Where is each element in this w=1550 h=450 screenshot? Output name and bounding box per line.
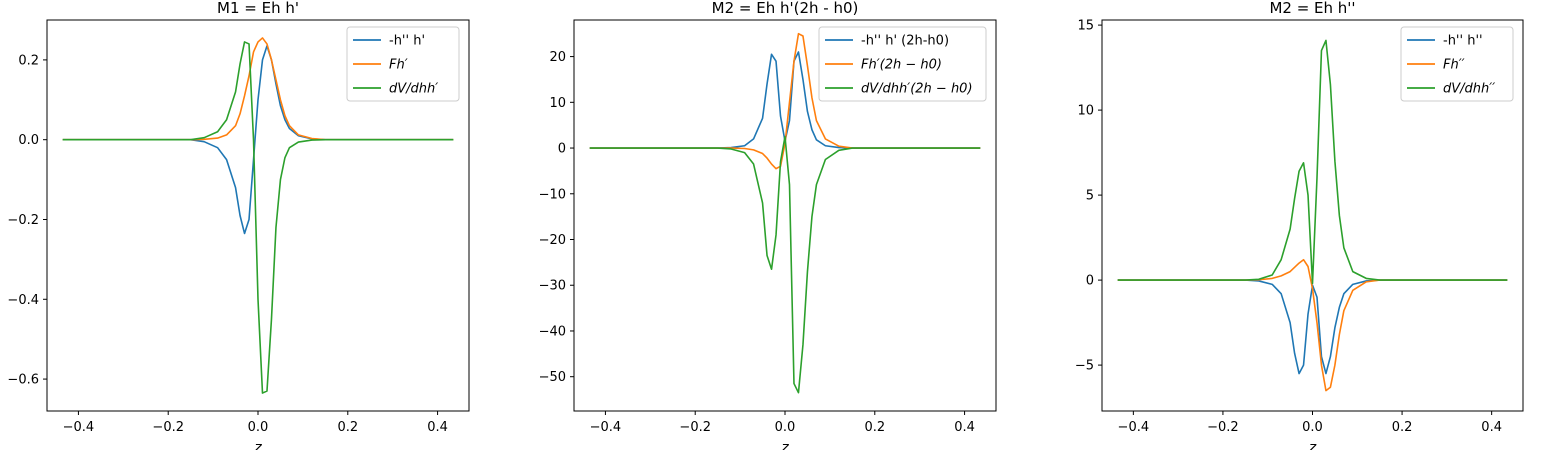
y-tick-label: 15 bbox=[1077, 19, 1094, 34]
x-tick-label: −0.2 bbox=[679, 420, 711, 435]
legend-entry: -h'' h' bbox=[389, 34, 425, 49]
series-line-2 bbox=[1117, 258, 1508, 392]
legend-entry: Fh′′ bbox=[1443, 58, 1465, 73]
series-line-1 bbox=[62, 45, 454, 235]
legend: -h'' h' Fh′ dV/dhh′ bbox=[346, 26, 460, 102]
y-tick-label: −0.2 bbox=[7, 213, 39, 228]
y-tick-label: −10 bbox=[539, 187, 566, 202]
y-tick-label: 20 bbox=[549, 50, 566, 65]
x-tick-label: −0.4 bbox=[63, 420, 95, 435]
y-tick-label: −20 bbox=[539, 233, 566, 248]
chart-panel-3: −0.4 −0.2 0.0 0.2 0.4 15 10 5 0 −5 M2 = Eh h'' z -h'… bbox=[1075, 0, 1524, 450]
series-line-1 bbox=[1117, 279, 1508, 375]
x-tick-label: 0.0 bbox=[775, 420, 796, 435]
y-tick-label: −0.6 bbox=[7, 373, 39, 388]
x-tick-label: 0.2 bbox=[1392, 420, 1413, 435]
legend-box bbox=[818, 26, 987, 102]
x-tick-label: −0.4 bbox=[1118, 420, 1150, 435]
x-tick-label: 0.2 bbox=[337, 420, 358, 435]
legend-entry: Fh′ bbox=[389, 58, 408, 73]
x-tick-label: 0.4 bbox=[954, 420, 975, 435]
y-tick-label: 10 bbox=[1077, 104, 1094, 119]
legend-entry: -h'' h' (2h-h0) bbox=[861, 34, 949, 49]
legend: -h'' h' (2h-h0) Fh′(2h − h0) dV/dhh′(2h − … bbox=[818, 26, 987, 102]
chart-panel-2: −0.4 −0.2 0.0 0.2 0.4 20 10 0 −10 −20 −30 −40 −50 M2 … bbox=[539, 0, 997, 450]
y-tick-label: 10 bbox=[549, 96, 566, 111]
legend-box bbox=[346, 26, 460, 102]
x-tick-label: 0.4 bbox=[1481, 420, 1502, 435]
y-tick-label: 0.2 bbox=[18, 53, 39, 68]
x-tick-label: 0.4 bbox=[427, 420, 448, 435]
chart-panel-1: −0.4 −0.2 0.0 0.2 0.4 0.2 0.0 −0.2 −0.4 −0.6 M1 = … bbox=[7, 0, 470, 450]
x-tick-label: −0.2 bbox=[152, 420, 184, 435]
y-tick-label: −30 bbox=[539, 279, 566, 294]
series-line-2 bbox=[62, 37, 454, 141]
legend-entry: dV/dhh′ bbox=[389, 82, 438, 97]
legend-entry: -h'' h'' bbox=[1443, 34, 1483, 49]
chart-title: M1 = Eh h' bbox=[217, 0, 299, 17]
y-tick-label: −0.4 bbox=[7, 293, 39, 308]
legend-entry: dV/dhh′(2h − h0) bbox=[861, 82, 973, 97]
legend-entry: Fh′(2h − h0) bbox=[861, 58, 942, 73]
y-tick-label: −50 bbox=[539, 370, 566, 385]
x-tick-label: −0.2 bbox=[1207, 420, 1239, 435]
y-tick-label: 0 bbox=[558, 142, 566, 157]
series-line-3 bbox=[1117, 39, 1508, 285]
y-tick-label: 0 bbox=[1086, 274, 1094, 289]
x-axis-label: z bbox=[253, 440, 262, 450]
y-tick-label: 0.0 bbox=[18, 133, 39, 148]
x-axis-label: z bbox=[1308, 440, 1317, 450]
series-line-3 bbox=[589, 135, 981, 394]
chart-title: M2 = Eh h'(2h - h0) bbox=[712, 0, 859, 17]
x-tick-label: 0.0 bbox=[248, 420, 269, 435]
y-tick-label: 5 bbox=[1086, 189, 1094, 204]
y-tick-label: −5 bbox=[1075, 359, 1094, 374]
legend: -h'' h'' Fh′′ dV/dhh′′ bbox=[1400, 26, 1514, 102]
series-line-3 bbox=[62, 41, 454, 394]
series-line-1 bbox=[589, 51, 981, 149]
x-axis-label: z bbox=[780, 440, 789, 450]
x-tick-label: 0.2 bbox=[864, 420, 885, 435]
x-tick-label: 0.0 bbox=[1302, 420, 1323, 435]
legend-entry: dV/dhh′′ bbox=[1443, 82, 1495, 97]
legend-box bbox=[1400, 26, 1514, 102]
chart-title: M2 = Eh h'' bbox=[1269, 0, 1355, 17]
y-tick-label: −40 bbox=[539, 324, 566, 339]
series-line-2 bbox=[589, 32, 981, 170]
x-tick-label: −0.4 bbox=[590, 420, 622, 435]
